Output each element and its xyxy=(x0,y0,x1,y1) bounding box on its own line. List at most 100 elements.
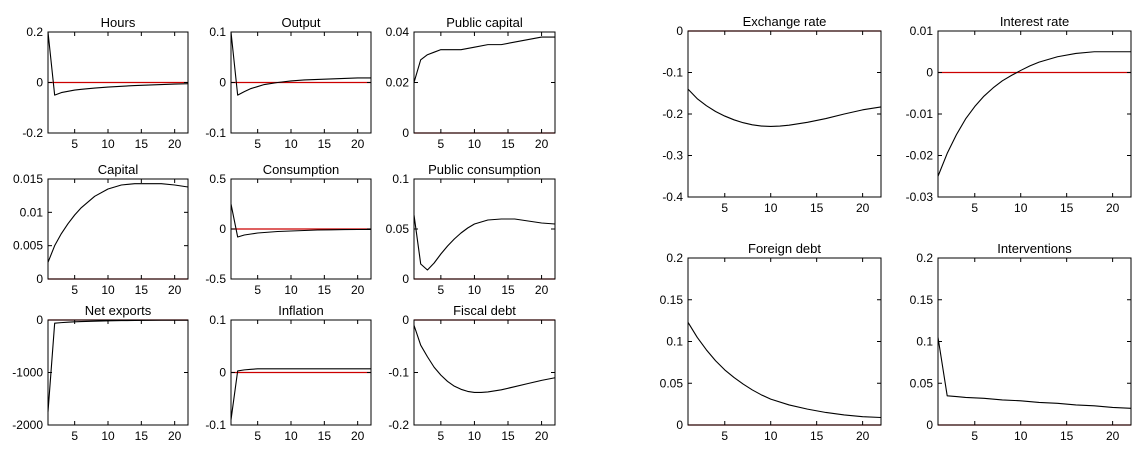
x-tick-label: 5 xyxy=(254,429,261,443)
subplot-title: Hours xyxy=(101,15,136,30)
y-tick-label: 0 xyxy=(402,272,409,286)
series-line-0 xyxy=(687,322,882,419)
x-tick-label: 15 xyxy=(1060,201,1074,215)
axes-frame xyxy=(687,30,882,198)
x-tick-label: 5 xyxy=(971,429,978,443)
x-tick-label: 15 xyxy=(810,201,824,215)
series-line-0 xyxy=(687,88,882,127)
x-tick-label: 15 xyxy=(135,137,149,151)
y-tick-label: 0.01 xyxy=(20,205,44,219)
y-tick-label: 0.2 xyxy=(916,251,933,265)
x-tick-label: 5 xyxy=(71,137,78,151)
y-tick-label: 0.1 xyxy=(392,172,409,186)
y-tick-label: -0.2 xyxy=(22,126,43,140)
x-tick-label: 20 xyxy=(168,283,182,297)
y-tick-label: -0.1 xyxy=(205,126,226,140)
series-line-0 xyxy=(230,368,371,420)
axes-frame xyxy=(413,319,556,426)
x-tick-label: 15 xyxy=(501,283,515,297)
subplot-title: Output xyxy=(281,15,320,30)
y-tick-label: 0.04 xyxy=(386,25,410,39)
x-tick-label: 5 xyxy=(71,283,78,297)
x-tick-label: 15 xyxy=(501,137,515,151)
x-tick-label: 5 xyxy=(438,137,445,151)
series-line-0 xyxy=(413,325,556,394)
axes-frame xyxy=(47,178,189,280)
y-tick-label: 0.2 xyxy=(666,251,683,265)
y-tick-label: -1000 xyxy=(12,366,43,380)
axes-frame xyxy=(937,257,1132,426)
y-tick-label: 0 xyxy=(219,366,226,380)
y-tick-label: -0.02 xyxy=(906,149,934,163)
x-tick-label: 5 xyxy=(971,201,978,215)
series-line-0 xyxy=(47,319,189,412)
y-tick-label: 0 xyxy=(926,66,933,80)
series-line-0 xyxy=(937,51,1131,177)
x-tick-label: 10 xyxy=(284,283,298,297)
x-tick-label: 10 xyxy=(764,201,778,215)
subplot-title: Foreign debt xyxy=(748,241,821,256)
x-tick-label: 15 xyxy=(318,137,332,151)
subplot-4: Consumption 5 10 15 20 -0.5 0 0.5 xyxy=(205,162,372,297)
x-tick-label: 20 xyxy=(351,429,365,443)
x-tick-label: 20 xyxy=(1106,201,1120,215)
x-tick-label: 15 xyxy=(1060,429,1074,443)
x-tick-label: 20 xyxy=(168,429,182,443)
y-tick-label: 0.05 xyxy=(660,376,684,390)
y-tick-label: 0.15 xyxy=(660,293,684,307)
x-tick-label: 10 xyxy=(284,429,298,443)
subplot-11: Foreign debt 5 10 15 20 0 0.05 0.1 0.15 0.2 xyxy=(660,241,882,443)
x-tick-label: 20 xyxy=(1106,429,1120,443)
x-tick-label: 10 xyxy=(468,283,482,297)
y-tick-label: 0.1 xyxy=(209,25,226,39)
y-tick-label: -0.4 xyxy=(662,190,683,204)
x-tick-label: 5 xyxy=(721,429,728,443)
x-tick-label: 5 xyxy=(438,283,445,297)
y-tick-label: 0 xyxy=(402,126,409,140)
y-tick-label: 0 xyxy=(402,313,409,327)
x-tick-label: 15 xyxy=(318,429,332,443)
series-line-0 xyxy=(413,214,556,271)
subplot-title: Consumption xyxy=(263,162,340,177)
y-tick-label: 0 xyxy=(36,272,43,286)
subplot-title: Exchange rate xyxy=(743,14,827,29)
y-tick-label: -0.2 xyxy=(388,418,409,432)
y-tick-label: -0.3 xyxy=(662,149,683,163)
x-tick-label: 15 xyxy=(501,429,515,443)
x-tick-label: 15 xyxy=(135,429,149,443)
y-tick-label: -0.1 xyxy=(205,418,226,432)
x-tick-label: 20 xyxy=(168,137,182,151)
x-tick-label: 5 xyxy=(254,283,261,297)
series-line-0 xyxy=(230,203,372,238)
x-tick-label: 10 xyxy=(284,137,298,151)
x-tick-label: 20 xyxy=(535,137,549,151)
series-line-0 xyxy=(47,31,189,96)
axes-frame xyxy=(413,31,556,134)
y-tick-label: -2000 xyxy=(12,418,43,432)
axes-frame xyxy=(413,178,556,280)
subplot-7: Inflation 5 10 15 20 -0.1 0 0.1 xyxy=(205,303,372,443)
x-tick-label: 20 xyxy=(535,283,549,297)
x-tick-label: 20 xyxy=(351,283,365,297)
y-tick-label: 0.05 xyxy=(910,376,934,390)
subplot-title: Public capital xyxy=(446,15,523,30)
subplot-title: Net exports xyxy=(85,303,152,318)
subplot-title: Fiscal debt xyxy=(453,303,516,318)
series-line-0 xyxy=(937,337,1132,409)
axes-frame xyxy=(687,257,882,426)
x-tick-label: 5 xyxy=(721,201,728,215)
x-tick-label: 10 xyxy=(1014,201,1028,215)
x-tick-label: 10 xyxy=(468,429,482,443)
axes-frame xyxy=(937,30,1132,198)
x-tick-label: 5 xyxy=(438,429,445,443)
subplot-0: Hours 5 10 15 20 -0.2 0 0.2 xyxy=(22,15,189,151)
subplot-title: Interest rate xyxy=(1000,14,1069,29)
y-tick-label: 0 xyxy=(219,76,226,90)
y-tick-label: 0.1 xyxy=(916,335,933,349)
y-tick-label: 0.05 xyxy=(386,222,410,236)
y-tick-label: 0.015 xyxy=(13,172,43,186)
x-tick-label: 10 xyxy=(468,137,482,151)
series-line-0 xyxy=(413,36,555,83)
subplot-title: Interventions xyxy=(997,241,1072,256)
